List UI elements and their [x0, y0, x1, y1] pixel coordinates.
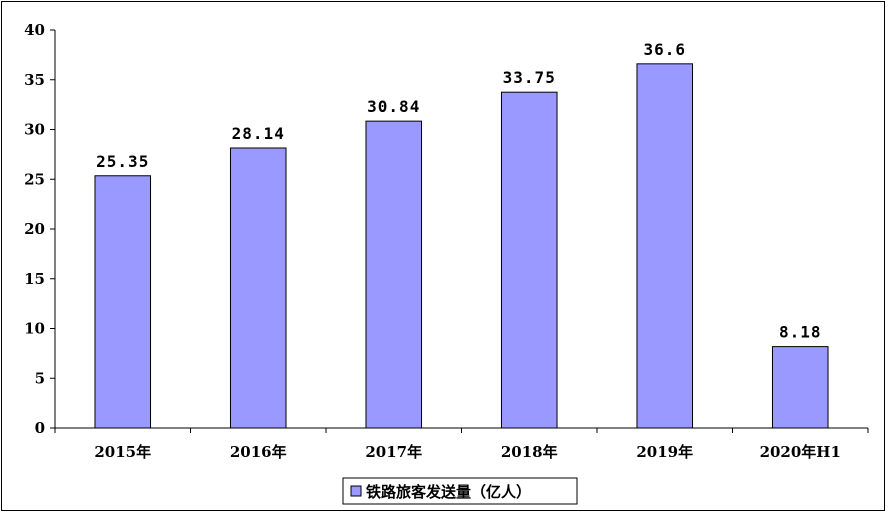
- y-tick-label: 40: [24, 21, 45, 39]
- x-tick-label: 2019年: [636, 443, 693, 461]
- bar: [636, 63, 694, 429]
- bar: [771, 346, 829, 429]
- bar: [500, 91, 558, 429]
- bar: [229, 147, 287, 429]
- data-label: 25.35: [96, 152, 149, 171]
- x-tick-label: 2018年: [501, 443, 558, 461]
- x-tick-label: 2015年: [94, 443, 151, 461]
- x-tick-label: 2016年: [230, 443, 287, 461]
- y-tick-label: 10: [24, 320, 45, 338]
- bars: 25.35 28.14 30.84 33.75 36.6 8.18: [94, 40, 829, 429]
- y-tick-label: 5: [35, 369, 45, 387]
- legend-label: 铁路旅客发送量（亿人）: [366, 483, 531, 501]
- data-label: 36.6: [643, 40, 686, 59]
- data-label: 33.75: [503, 68, 556, 87]
- data-label: 28.14: [232, 124, 285, 143]
- bar: [365, 120, 423, 429]
- x-tick-label: 2020年H1: [760, 443, 841, 461]
- legend-box: [342, 477, 578, 505]
- x-tick-label: 2017年: [365, 443, 422, 461]
- y-tick-label: 15: [24, 270, 45, 288]
- y-tick-label: 25: [24, 170, 45, 188]
- x-axis: 2015年 2016年 2017年 2018年 2019年 2020年H1: [54, 427, 869, 461]
- y-axis: 0 5 10 15 20 25 30 35 40: [24, 21, 56, 437]
- data-label: 8.18: [779, 323, 822, 342]
- data-label: 30.84: [367, 97, 420, 116]
- y-tick-label: 0: [35, 419, 45, 437]
- legend: 铁路旅客发送量（亿人）: [342, 477, 578, 505]
- y-tick-label: 35: [24, 71, 45, 89]
- y-tick-label: 30: [24, 121, 45, 139]
- legend-swatch: [350, 485, 362, 497]
- y-tick-label: 20: [24, 220, 45, 238]
- bar: [94, 175, 152, 429]
